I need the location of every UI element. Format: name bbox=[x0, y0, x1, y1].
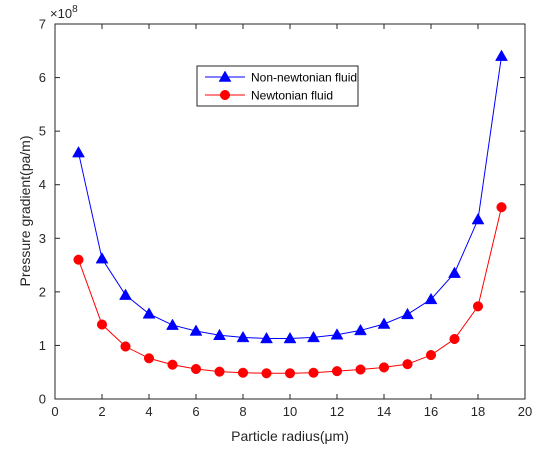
data-point bbox=[283, 331, 297, 344]
data-point bbox=[143, 353, 155, 364]
data-point bbox=[401, 307, 414, 320]
data-point bbox=[448, 266, 461, 278]
x-tick-label: 20 bbox=[518, 404, 532, 419]
data-point bbox=[120, 341, 131, 352]
data-point bbox=[307, 330, 320, 343]
legend: Non-newtonian fluid Newtonian fluid bbox=[196, 65, 359, 107]
legend-marker bbox=[218, 70, 232, 82]
legend-marker bbox=[219, 89, 231, 101]
series-2 bbox=[73, 202, 507, 379]
data-point bbox=[73, 254, 84, 265]
x-tick-label: 6 bbox=[192, 404, 199, 419]
data-point bbox=[96, 319, 108, 330]
data-point bbox=[472, 301, 484, 312]
data-point bbox=[449, 333, 460, 345]
x-tick-label: 10 bbox=[283, 404, 297, 419]
data-point bbox=[425, 350, 437, 361]
data-point bbox=[261, 368, 272, 379]
y-tick-label: 6 bbox=[39, 70, 46, 85]
series-1 bbox=[72, 49, 508, 344]
data-point bbox=[142, 307, 156, 319]
y-axis-label: Pressure gradient(pa/m) bbox=[17, 136, 33, 287]
y-tick-label: 5 bbox=[39, 124, 46, 139]
x-tick-label: 18 bbox=[471, 404, 485, 419]
legend-label: Newtonian fluid bbox=[251, 89, 333, 103]
x-tick-label: 0 bbox=[51, 404, 58, 419]
data-point bbox=[354, 323, 367, 336]
data-point bbox=[308, 367, 319, 378]
y-tick-label: 1 bbox=[39, 338, 46, 353]
data-point bbox=[402, 359, 413, 370]
data-point bbox=[214, 366, 225, 377]
y-tick-label: 0 bbox=[39, 392, 46, 407]
data-point bbox=[237, 367, 249, 378]
data-point bbox=[377, 317, 391, 329]
x-tick-label: 4 bbox=[145, 404, 152, 419]
legend-label: Non-newtonian fluid bbox=[251, 71, 357, 85]
data-point bbox=[189, 324, 203, 336]
y-tick-label: 4 bbox=[39, 177, 46, 192]
data-point bbox=[119, 288, 132, 300]
data-point bbox=[378, 362, 390, 373]
data-point bbox=[167, 359, 178, 370]
data-point bbox=[72, 146, 85, 158]
y-multiplier: ×108 bbox=[50, 4, 78, 21]
x-tick-label: 14 bbox=[377, 404, 391, 419]
data-point bbox=[331, 366, 343, 377]
x-tick-label: 12 bbox=[330, 404, 344, 419]
y-tick-label: 2 bbox=[39, 284, 46, 299]
data-point bbox=[95, 252, 109, 264]
data-point bbox=[495, 49, 508, 61]
data-point bbox=[330, 328, 344, 340]
y-tick-label: 3 bbox=[39, 231, 46, 246]
data-point bbox=[236, 330, 250, 343]
data-point bbox=[284, 368, 296, 379]
data-point bbox=[166, 318, 179, 330]
x-tick-label: 16 bbox=[424, 404, 438, 419]
x-tick-label: 8 bbox=[239, 404, 246, 419]
data-point bbox=[496, 202, 507, 213]
data-point bbox=[260, 331, 273, 344]
x-tick-label: 2 bbox=[98, 404, 105, 419]
data-point bbox=[190, 363, 202, 375]
data-point bbox=[471, 213, 485, 225]
series-layer bbox=[72, 49, 508, 379]
data-point bbox=[213, 328, 226, 340]
data-point bbox=[424, 292, 438, 305]
y-tick-label: 7 bbox=[39, 17, 46, 32]
x-axis-label: Particle radius(μm) bbox=[231, 428, 349, 444]
data-point bbox=[355, 364, 366, 375]
